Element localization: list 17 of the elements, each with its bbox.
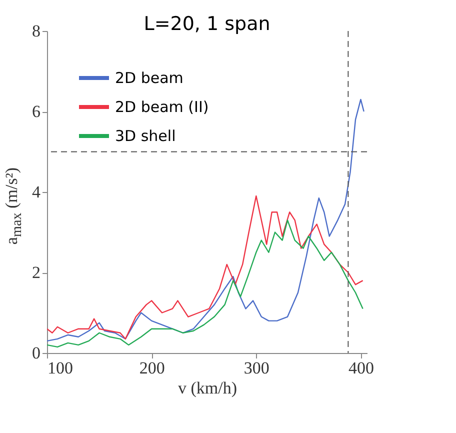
line-series	[47, 195, 364, 340]
line-series	[47, 220, 364, 348]
x-axis-title: v (km/h)	[178, 378, 238, 398]
legend-label: 3D shell	[115, 127, 176, 145]
y-tick-label: 0	[32, 344, 40, 362]
line-series	[47, 98, 364, 342]
legend-label: 2D beam	[115, 69, 184, 87]
y-tick-label: 8	[32, 22, 40, 40]
x-tick-label: 300	[244, 358, 270, 378]
chart-title: L=20, 1 span	[144, 13, 270, 35]
y-tick-label: 6	[32, 102, 40, 121]
x-tick-label: 100	[48, 358, 73, 378]
y-tick-label: 4	[32, 182, 41, 202]
x-tick-label: 400	[348, 358, 374, 378]
x-tick-label: 200	[139, 358, 165, 378]
y-tick-label: 2	[32, 263, 40, 282]
legend-label: 2D beam (II)	[115, 98, 209, 116]
